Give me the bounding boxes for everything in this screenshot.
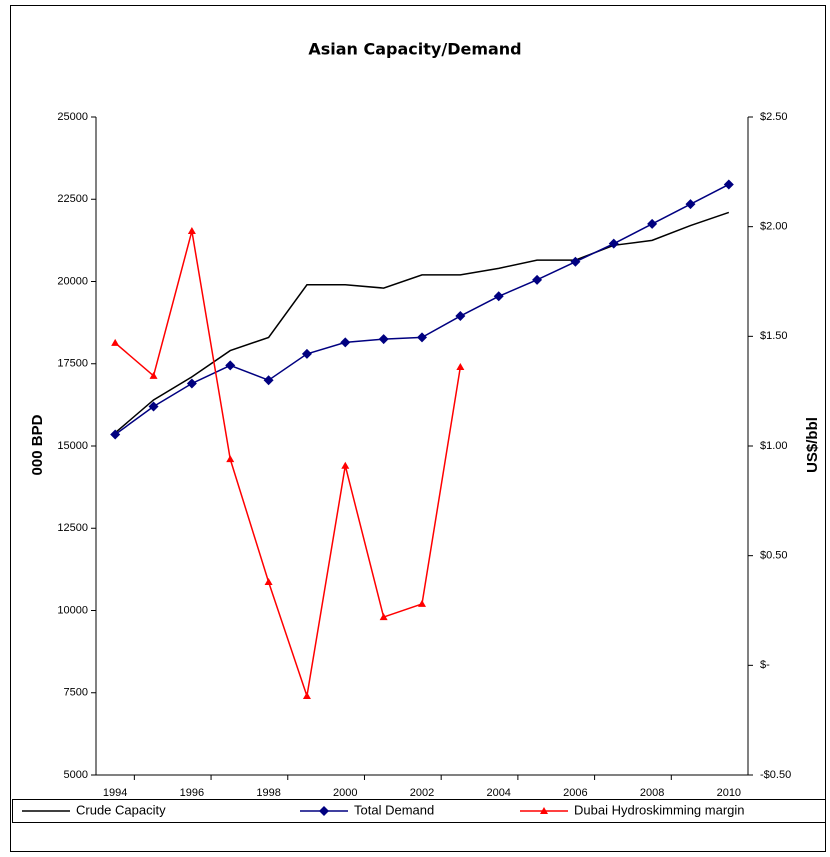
marker-diamond [455, 311, 466, 322]
marker-diamond [148, 401, 159, 412]
marker-triangle [149, 371, 158, 379]
x-tick-label: 1996 [180, 787, 204, 799]
marker-diamond [647, 218, 658, 229]
y2-axis-label: US$/bbl [804, 417, 821, 473]
chart-border [10, 5, 826, 852]
marker-triangle [302, 692, 311, 700]
marker-triangle [111, 338, 120, 346]
y-tick-label: 12500 [57, 522, 88, 534]
series-line [114, 230, 462, 697]
marker-triangle [226, 455, 235, 463]
marker-diamond [570, 256, 581, 267]
marker-triangle [379, 613, 388, 621]
marker-triangle [264, 577, 273, 585]
y-tick-label: 22500 [57, 193, 88, 205]
y2-tick-label: $0.50 [760, 550, 788, 562]
marker-diamond [319, 806, 329, 816]
marker-diamond [493, 291, 504, 302]
y-tick-label: 17500 [57, 358, 88, 370]
y-tick-label: 10000 [57, 604, 88, 616]
legend-label: Total Demand [354, 802, 434, 817]
marker-diamond [263, 375, 274, 386]
marker-diamond [685, 199, 696, 210]
chart-title: Asian Capacity/Demand [308, 40, 521, 59]
x-tick-label: 2008 [640, 787, 664, 799]
x-tick-label: 2004 [486, 787, 510, 799]
marker-triangle [456, 363, 465, 371]
x-tick-label: 2010 [717, 787, 741, 799]
marker-triangle [341, 461, 350, 469]
x-tick-label: 2006 [563, 787, 587, 799]
y-axis-label: 000 BPD [29, 414, 46, 475]
marker-triangle [540, 807, 548, 814]
marker-diamond [532, 274, 543, 285]
y2-tick-label: $- [760, 659, 770, 671]
marker-diamond [340, 337, 351, 348]
y-tick-label: 5000 [64, 769, 88, 781]
marker-diamond [110, 429, 121, 440]
series-line [114, 211, 730, 434]
marker-diamond [301, 348, 312, 359]
legend-label: Crude Capacity [76, 802, 166, 817]
marker-diamond [608, 238, 619, 249]
legend-label: Dubai Hydroskimming margin [574, 802, 745, 817]
y-tick-label: 15000 [57, 440, 88, 452]
marker-diamond [225, 360, 236, 371]
marker-diamond [723, 179, 734, 190]
y-tick-label: 20000 [57, 275, 88, 287]
x-tick-label: 1998 [256, 787, 280, 799]
y-tick-label: 25000 [57, 111, 88, 123]
y2-tick-label: $2.50 [760, 111, 788, 123]
y2-tick-label: $1.00 [760, 440, 788, 452]
x-tick-label: 1994 [103, 787, 127, 799]
y2-tick-label: $2.00 [760, 221, 788, 233]
marker-triangle [418, 599, 426, 607]
marker-diamond [378, 334, 389, 345]
y-tick-label: 7500 [64, 687, 88, 699]
x-tick-label: 2000 [333, 787, 357, 799]
x-tick-label: 2002 [410, 787, 434, 799]
marker-triangle [187, 227, 196, 235]
y2-tick-label: $1.50 [760, 330, 788, 342]
marker-diamond [186, 378, 197, 389]
marker-diamond [417, 332, 427, 343]
y2-tick-label: -$0.50 [760, 769, 791, 781]
legend [12, 799, 826, 823]
